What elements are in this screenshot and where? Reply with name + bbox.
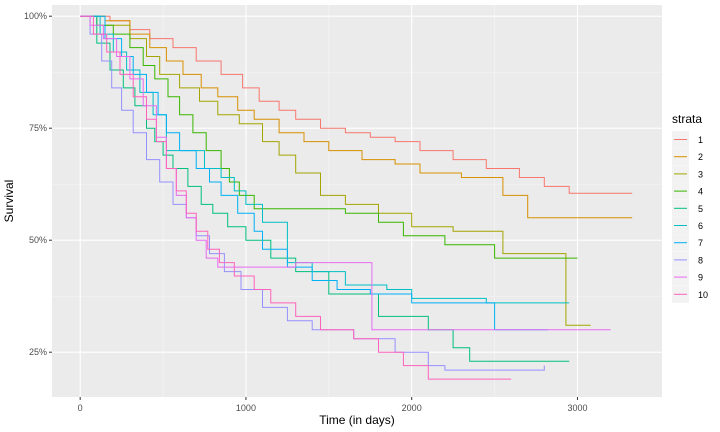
legend-label: 4 (698, 187, 703, 197)
series-line-3 (80, 15, 591, 326)
y-tick-label: 75% (29, 123, 47, 133)
y-axis-label: Survival (2, 180, 16, 223)
legend-label: 7 (698, 238, 703, 248)
series-line-2 (80, 15, 633, 219)
series-line-6 (80, 15, 570, 304)
x-tick-label: 2000 (402, 403, 422, 413)
legend: strata 1 2 3 4 5 6 7 8 9 10 (672, 112, 708, 303)
legend-label: 6 (698, 221, 703, 231)
legend-label: 10 (698, 290, 708, 300)
series-line-10 (80, 15, 512, 380)
x-tick-label: 3000 (567, 403, 587, 413)
y-tick-label: 25% (29, 347, 47, 357)
y-axis: 25% 50% 75% 100% (24, 11, 52, 357)
legend-title: strata (672, 112, 702, 126)
legend-label: 2 (698, 152, 703, 162)
series-line-1 (80, 15, 633, 194)
legend-label: 9 (698, 273, 703, 283)
panel-background (52, 5, 662, 397)
legend-label: 8 (698, 255, 703, 265)
x-axis: 0 1000 2000 3000 (78, 397, 587, 413)
major-grid (52, 5, 662, 397)
legend-label: 3 (698, 169, 703, 179)
legend-label: 5 (698, 204, 703, 214)
series-line-8 (80, 15, 545, 371)
x-tick-label: 1000 (236, 403, 256, 413)
y-tick-label: 50% (29, 235, 47, 245)
minor-grid (52, 5, 662, 397)
y-tick-label: 100% (24, 11, 47, 21)
legend-label: 1 (698, 135, 703, 145)
series-line-7 (80, 15, 548, 331)
series-layer (80, 15, 633, 380)
x-tick-label: 0 (78, 403, 83, 413)
series-line-4 (80, 15, 578, 259)
x-axis-label: Time (in days) (319, 413, 395, 427)
